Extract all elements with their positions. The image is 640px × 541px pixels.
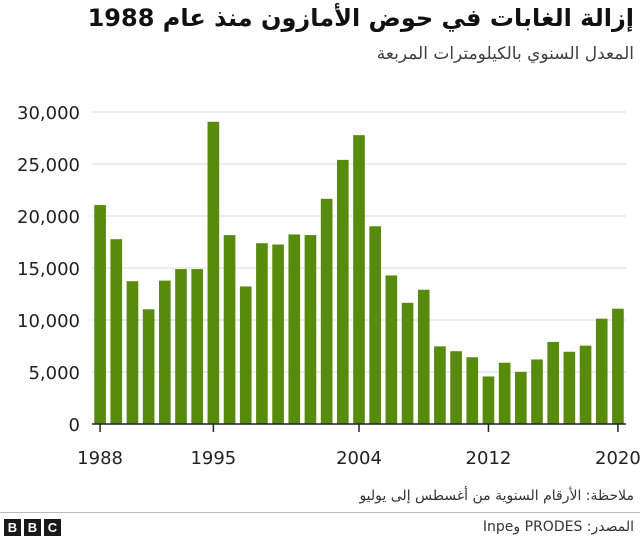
bar-2017 — [563, 351, 576, 424]
bar-2016 — [547, 341, 560, 424]
y-tick-label: 0 — [69, 415, 80, 436]
bar-1995 — [207, 121, 220, 424]
bar-2007 — [401, 302, 414, 424]
bar-2009 — [434, 346, 446, 424]
bar-2018 — [579, 345, 592, 424]
footer-divider — [0, 512, 640, 513]
bar-1999 — [272, 244, 284, 424]
bar-2012 — [482, 376, 495, 424]
bar-2019 — [595, 318, 608, 424]
chart-source: المصدر: PRODES وInpe — [482, 519, 634, 535]
bar-2001 — [304, 235, 317, 424]
bars — [94, 121, 624, 425]
x-tick-label: 2004 — [336, 448, 382, 469]
bar-2014 — [514, 371, 527, 424]
x-axis: 1988 1995 2004 2012 2020 — [77, 423, 640, 469]
bar-1991 — [142, 309, 155, 424]
bar-1990 — [126, 281, 139, 424]
bar-2010 — [450, 351, 462, 424]
chart-title: إزالة الغابات في حوض الأمازون منذ عام 19… — [87, 4, 634, 32]
x-tick-label: 2020 — [595, 448, 640, 469]
x-tick-label: 1995 — [190, 448, 236, 469]
bar-chart: 0 5,000 10,000 15,000 20,000 25,000 30,000 198… — [17, 103, 640, 469]
x-tick-label: 1988 — [77, 448, 123, 469]
bar-2008 — [417, 289, 430, 424]
bar-1993 — [175, 269, 187, 424]
y-tick-label: 15,000 — [17, 259, 80, 280]
bar-2002 — [320, 198, 333, 424]
bar-2015 — [531, 359, 543, 424]
y-axis-ticks: 0 5,000 10,000 15,000 20,000 25,000 30,000 — [17, 103, 80, 436]
bbc-logo-letter-b1: B — [4, 519, 21, 536]
bar-1997 — [239, 286, 252, 424]
bar-2020 — [612, 308, 624, 424]
bar-1994 — [191, 269, 204, 424]
bar-2003 — [336, 159, 349, 425]
x-tick-label: 2012 — [466, 448, 512, 469]
bar-1992 — [158, 280, 171, 424]
y-tick-label: 30,000 — [17, 103, 80, 124]
chart-note: ملاحظة: الأرقام السنوية من أغسطس إلى يول… — [359, 488, 634, 504]
bar-1998 — [256, 243, 268, 424]
y-tick-label: 25,000 — [17, 155, 80, 176]
y-tick-label: 10,000 — [17, 311, 80, 332]
chart-subtitle: المعدل السنوي بالكيلومترات المربعة — [376, 44, 634, 64]
bar-2004 — [353, 135, 365, 424]
y-tick-label: 5,000 — [28, 363, 80, 384]
bar-1988 — [94, 205, 106, 424]
bar-2011 — [466, 357, 479, 424]
bbc-logo: B B C — [4, 519, 61, 536]
bar-2006 — [385, 275, 398, 424]
y-tick-label: 20,000 — [17, 207, 80, 228]
bar-1989 — [110, 239, 123, 424]
bbc-logo-letter-b2: B — [24, 519, 41, 536]
bar-2005 — [369, 226, 382, 424]
bar-1996 — [223, 235, 236, 424]
bar-2013 — [498, 362, 511, 424]
bbc-logo-letter-c: C — [44, 519, 61, 536]
bar-2000 — [288, 234, 301, 424]
